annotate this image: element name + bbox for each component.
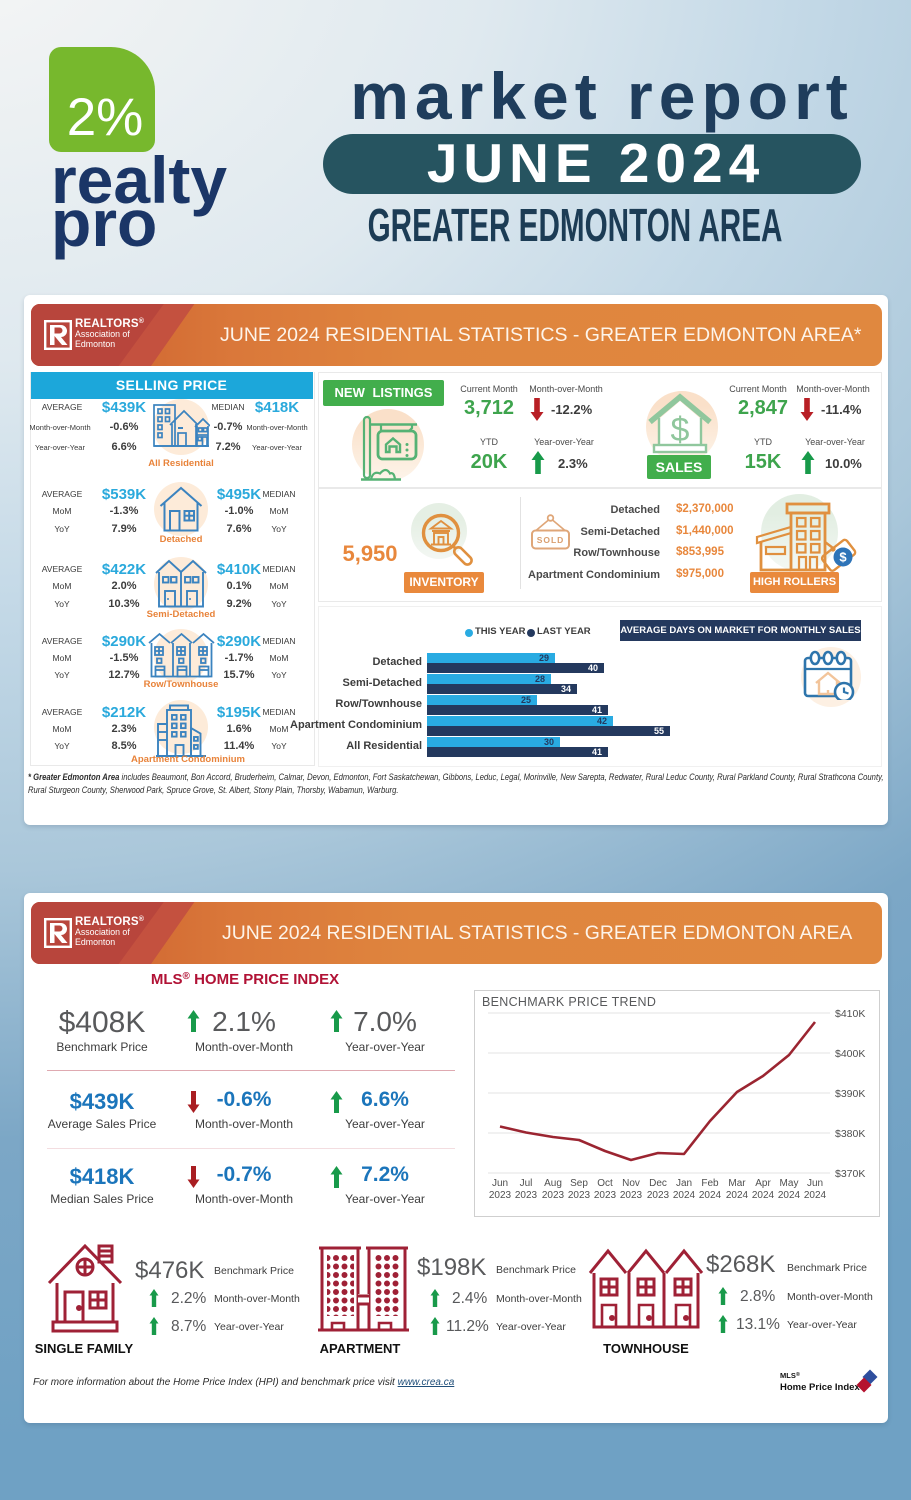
svg-text:2023: 2023 (594, 1190, 617, 1201)
svg-text:Dec: Dec (649, 1178, 667, 1189)
svg-text:2023: 2023 (568, 1190, 591, 1201)
svg-text:Jan: Jan (676, 1178, 692, 1189)
svg-text:2024: 2024 (752, 1190, 775, 1201)
svg-text:2024: 2024 (778, 1190, 801, 1201)
svg-text:$: $ (671, 411, 690, 449)
svg-text:2023: 2023 (620, 1190, 643, 1201)
svg-text:2023: 2023 (489, 1190, 512, 1201)
svg-text:SOLD: SOLD (537, 535, 565, 545)
svg-text:$410K: $410K (835, 1008, 865, 1020)
svg-text:$370K: $370K (835, 1168, 865, 1180)
svg-text:Aug: Aug (544, 1178, 562, 1189)
svg-text:2024: 2024 (673, 1190, 696, 1201)
svg-text:Mar: Mar (728, 1178, 746, 1189)
svg-text:Jun: Jun (807, 1178, 823, 1189)
svg-text:2023: 2023 (647, 1190, 670, 1201)
svg-text:2023: 2023 (515, 1190, 538, 1201)
svg-text:$380K: $380K (835, 1128, 865, 1140)
svg-text:Nov: Nov (622, 1178, 640, 1189)
svg-text:Feb: Feb (701, 1178, 719, 1189)
svg-text:Jun: Jun (492, 1178, 508, 1189)
svg-text:$: $ (839, 550, 847, 565)
svg-text:2024: 2024 (804, 1190, 827, 1201)
svg-text:$400K: $400K (835, 1048, 865, 1060)
svg-text:2023: 2023 (542, 1190, 565, 1201)
svg-text:Jul: Jul (520, 1178, 533, 1189)
svg-text:Apr: Apr (755, 1178, 771, 1189)
svg-text:Sep: Sep (570, 1178, 588, 1189)
svg-text:2024: 2024 (726, 1190, 749, 1201)
svg-text:May: May (780, 1178, 799, 1189)
svg-text:Oct: Oct (597, 1178, 613, 1189)
svg-text:$390K: $390K (835, 1088, 865, 1100)
svg-text:2024: 2024 (699, 1190, 722, 1201)
